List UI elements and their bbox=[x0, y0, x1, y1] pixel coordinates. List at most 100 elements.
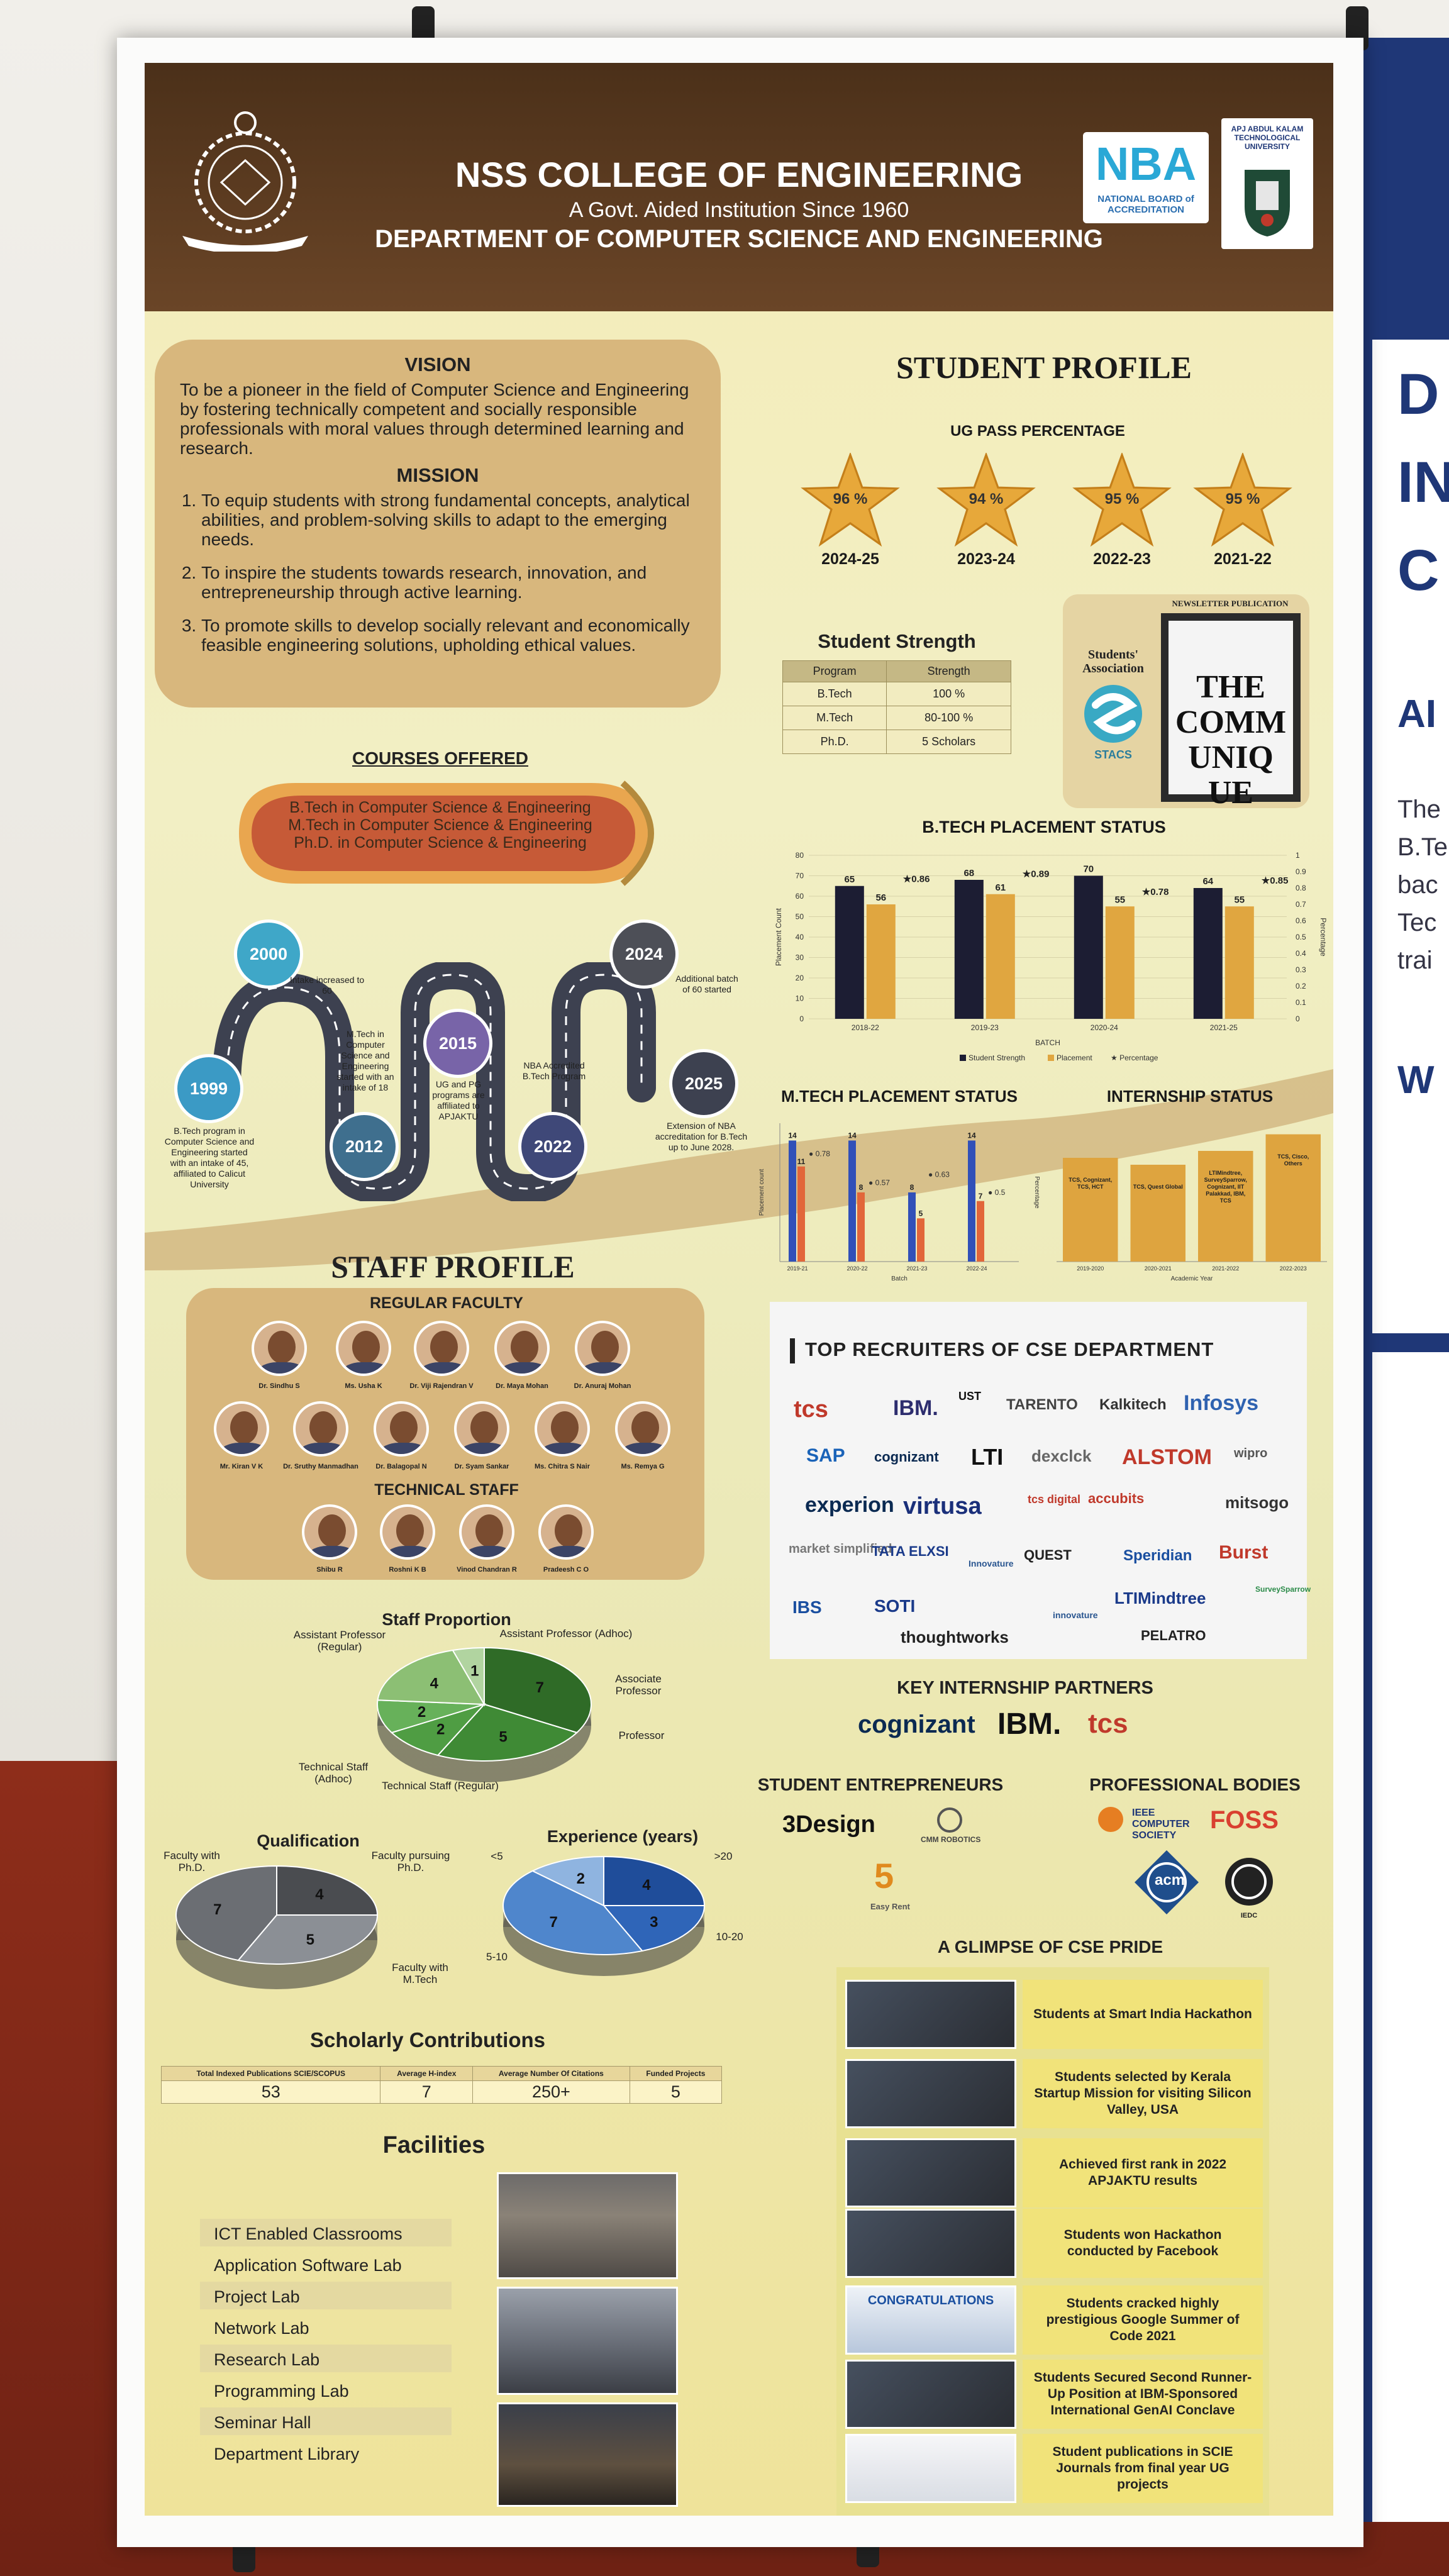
pie-slice bbox=[484, 1646, 592, 1734]
bar-placement bbox=[1105, 906, 1135, 1019]
pie-slice bbox=[436, 1703, 579, 1762]
staff-name: Roshni K B bbox=[389, 1566, 426, 1574]
entrepreneur-logo: Easy Rent bbox=[870, 1902, 910, 1911]
recruiter-logo: Speridian bbox=[1123, 1547, 1192, 1564]
cmm-robotics-icon bbox=[937, 1807, 962, 1833]
newsletter-cover: THE COMM UNIQ UE bbox=[1161, 613, 1301, 811]
recruiter-logo: cognizant bbox=[874, 1449, 939, 1465]
y2-tick-label: 0.5 bbox=[1296, 933, 1306, 941]
faculty-photo bbox=[293, 1401, 348, 1457]
btech-placement-chart: 0 10 20 30 40 50 60 70 80 0 0.1 0.2 0.3 0.4 0.5 0.6 0.7 0… bbox=[774, 851, 1328, 1062]
internship-bar bbox=[1265, 1134, 1321, 1262]
internship-chart-title: INTERNSHIP STATUS bbox=[1106, 1087, 1274, 1106]
pie-category-label-wrap: Assistant Professor (Regular) bbox=[294, 1629, 386, 1653]
facility-item: ICT Enabled Classrooms bbox=[200, 2219, 452, 2246]
entrepreneurs-title: STUDENT ENTREPRENEURS bbox=[757, 1775, 1004, 1794]
ug-pass-title: UG PASS PERCENTAGE bbox=[950, 423, 1125, 440]
side-banner-text: C bbox=[1397, 538, 1440, 602]
faculty-photo bbox=[252, 1321, 307, 1376]
recruiter-logo: ALSTOM bbox=[1122, 1445, 1212, 1469]
bar-series-2 bbox=[797, 1166, 805, 1262]
pie-category-label-wrap: Faculty pursuing Ph.D. bbox=[372, 1850, 450, 1874]
side-banner-divider bbox=[1372, 1333, 1449, 1352]
percentage-marker: ● 0.5 bbox=[988, 1188, 1006, 1197]
newsletter-label: NEWSLETTER PUBLICATION bbox=[1172, 599, 1289, 608]
pie-category-label: Technical Staff (Adhoc) bbox=[298, 1761, 369, 1785]
glimpse-photo-caption: CONGRATULATIONS bbox=[867, 2294, 994, 2307]
faculty-photo bbox=[494, 1321, 550, 1376]
x-tick-label: 2019-21 bbox=[787, 1265, 808, 1272]
side-banner-para: The bbox=[1397, 796, 1441, 823]
stacs-logo-icon bbox=[1084, 685, 1142, 743]
glimpse-photo bbox=[845, 2138, 1016, 2207]
vision-mission-panel: VISION To be a pioneer in the field of C… bbox=[155, 340, 721, 708]
body-logo: IEDC bbox=[1240, 1912, 1258, 1919]
body-logo: IEEE COMPUTER SOCIETY bbox=[1132, 1807, 1190, 1841]
recruiter-logo: SAP bbox=[806, 1445, 845, 1466]
internship-bar-label: TCS, Cisco, Others bbox=[1277, 1153, 1309, 1167]
x-axis-label: Batch bbox=[891, 1275, 908, 1282]
y2-tick-label: 0.7 bbox=[1296, 900, 1306, 909]
staff-photo bbox=[302, 1504, 357, 1560]
bar-series-2 bbox=[917, 1218, 924, 1262]
bar-value-label: 70 bbox=[1083, 864, 1094, 875]
side-banner-text: W bbox=[1397, 1058, 1435, 1102]
recruiter-logo: QUEST bbox=[1024, 1547, 1072, 1563]
ktu-logo-text: APJ ABDUL KALAM TECHNOLOGICAL UNIVERSITY bbox=[1231, 125, 1304, 151]
y2-axis-label: Percentage bbox=[1319, 918, 1328, 957]
side-banner-para: Tec bbox=[1397, 909, 1437, 936]
recruiter-logo: Burst bbox=[1219, 1542, 1269, 1563]
course-item: M.Tech in Computer Science & Engineering bbox=[288, 816, 592, 834]
pie-category-label-wrap: Faculty with Ph.D. bbox=[164, 1850, 220, 1874]
faculty-photo bbox=[214, 1401, 269, 1457]
pie-slice bbox=[452, 1646, 485, 1707]
bar-student-strength bbox=[835, 886, 864, 1019]
table-header: Average Number Of Citations bbox=[472, 2066, 630, 2081]
recruiter-logo: PELATRO bbox=[1141, 1628, 1206, 1643]
scholarly-table: Total Indexed Publications SCIE/SCOPUS A… bbox=[160, 2066, 723, 2104]
timeline-road bbox=[212, 962, 656, 1201]
mission-item: To inspire the students towards research… bbox=[201, 563, 696, 602]
courses-title: COURSES OFFERED bbox=[352, 748, 529, 768]
x-tick-label: 2021-2022 bbox=[1212, 1265, 1239, 1272]
recruiter-logo: TATA ELXSI bbox=[872, 1543, 949, 1559]
bar-label-wrap: TCS, Cisco, Others bbox=[1277, 1153, 1309, 1167]
timeline-note: Additional batch of 60 started bbox=[675, 974, 738, 994]
bar-series-1 bbox=[789, 1140, 796, 1262]
course-item: B.Tech in Computer Science & Engineering bbox=[289, 799, 591, 816]
legend-label: Placement bbox=[1057, 1053, 1092, 1062]
timeline-year: 1999 bbox=[174, 1054, 243, 1123]
pie-value-label: 4 bbox=[642, 1877, 651, 1894]
glimpse-caption: Students Secured Second Runner-Up Positi… bbox=[1023, 2360, 1263, 2429]
x-tick-label: 2021-23 bbox=[906, 1265, 927, 1272]
glimpse-caption: Student publications in SCIE Journals fr… bbox=[1023, 2434, 1263, 2503]
pie-category-label-wrap: 10-20 bbox=[716, 1931, 743, 1943]
pie-value-label: 5 bbox=[499, 1729, 507, 1746]
side-banner-text: IN bbox=[1397, 450, 1449, 514]
college-tagline: A Govt. Aided Institution Since 1960 bbox=[569, 198, 909, 222]
nba-logo-text: NBA bbox=[1095, 138, 1197, 190]
faculty-name: Dr. Anuraj Mohan bbox=[574, 1382, 631, 1390]
bar-series-1 bbox=[968, 1140, 975, 1262]
pie-value-label: 2 bbox=[436, 1721, 445, 1738]
staff-photo bbox=[380, 1504, 435, 1560]
recruiters-panel bbox=[770, 1302, 1307, 1659]
timeline-year: 2012 bbox=[330, 1112, 399, 1181]
side-banner-para: trai bbox=[1397, 947, 1433, 974]
bar-value-label: 56 bbox=[875, 892, 886, 903]
percentage-marker: ★0.89 bbox=[1023, 869, 1050, 880]
btech-chart-title: B.TECH PLACEMENT STATUS bbox=[922, 818, 1166, 836]
bar-series-1 bbox=[848, 1140, 856, 1262]
experience-title: Experience (years) bbox=[547, 1827, 699, 1846]
pie-category-label-wrap: Associate Professor bbox=[615, 1673, 662, 1697]
bar-value-label: 7 bbox=[979, 1192, 983, 1201]
nba-logo-subtext: NATIONAL BOARD of ACCREDITATION bbox=[1097, 194, 1194, 215]
pie-slice bbox=[531, 1855, 604, 1907]
faculty-name: Dr. Syam Sankar bbox=[454, 1463, 509, 1470]
partner-logo: IBM. bbox=[997, 1707, 1062, 1741]
glimpse-photo bbox=[845, 2209, 1016, 2278]
student-strength-table: Program Strength B.Tech 100 % M.Tech 80-100… bbox=[782, 660, 1011, 754]
department-name: DEPARTMENT OF COMPUTER SCIENCE AND ENGIN… bbox=[375, 225, 1103, 253]
professional-bodies-title: PROFESSIONAL BODIES bbox=[1089, 1775, 1301, 1794]
y2-tick-label: 0.1 bbox=[1296, 998, 1306, 1007]
